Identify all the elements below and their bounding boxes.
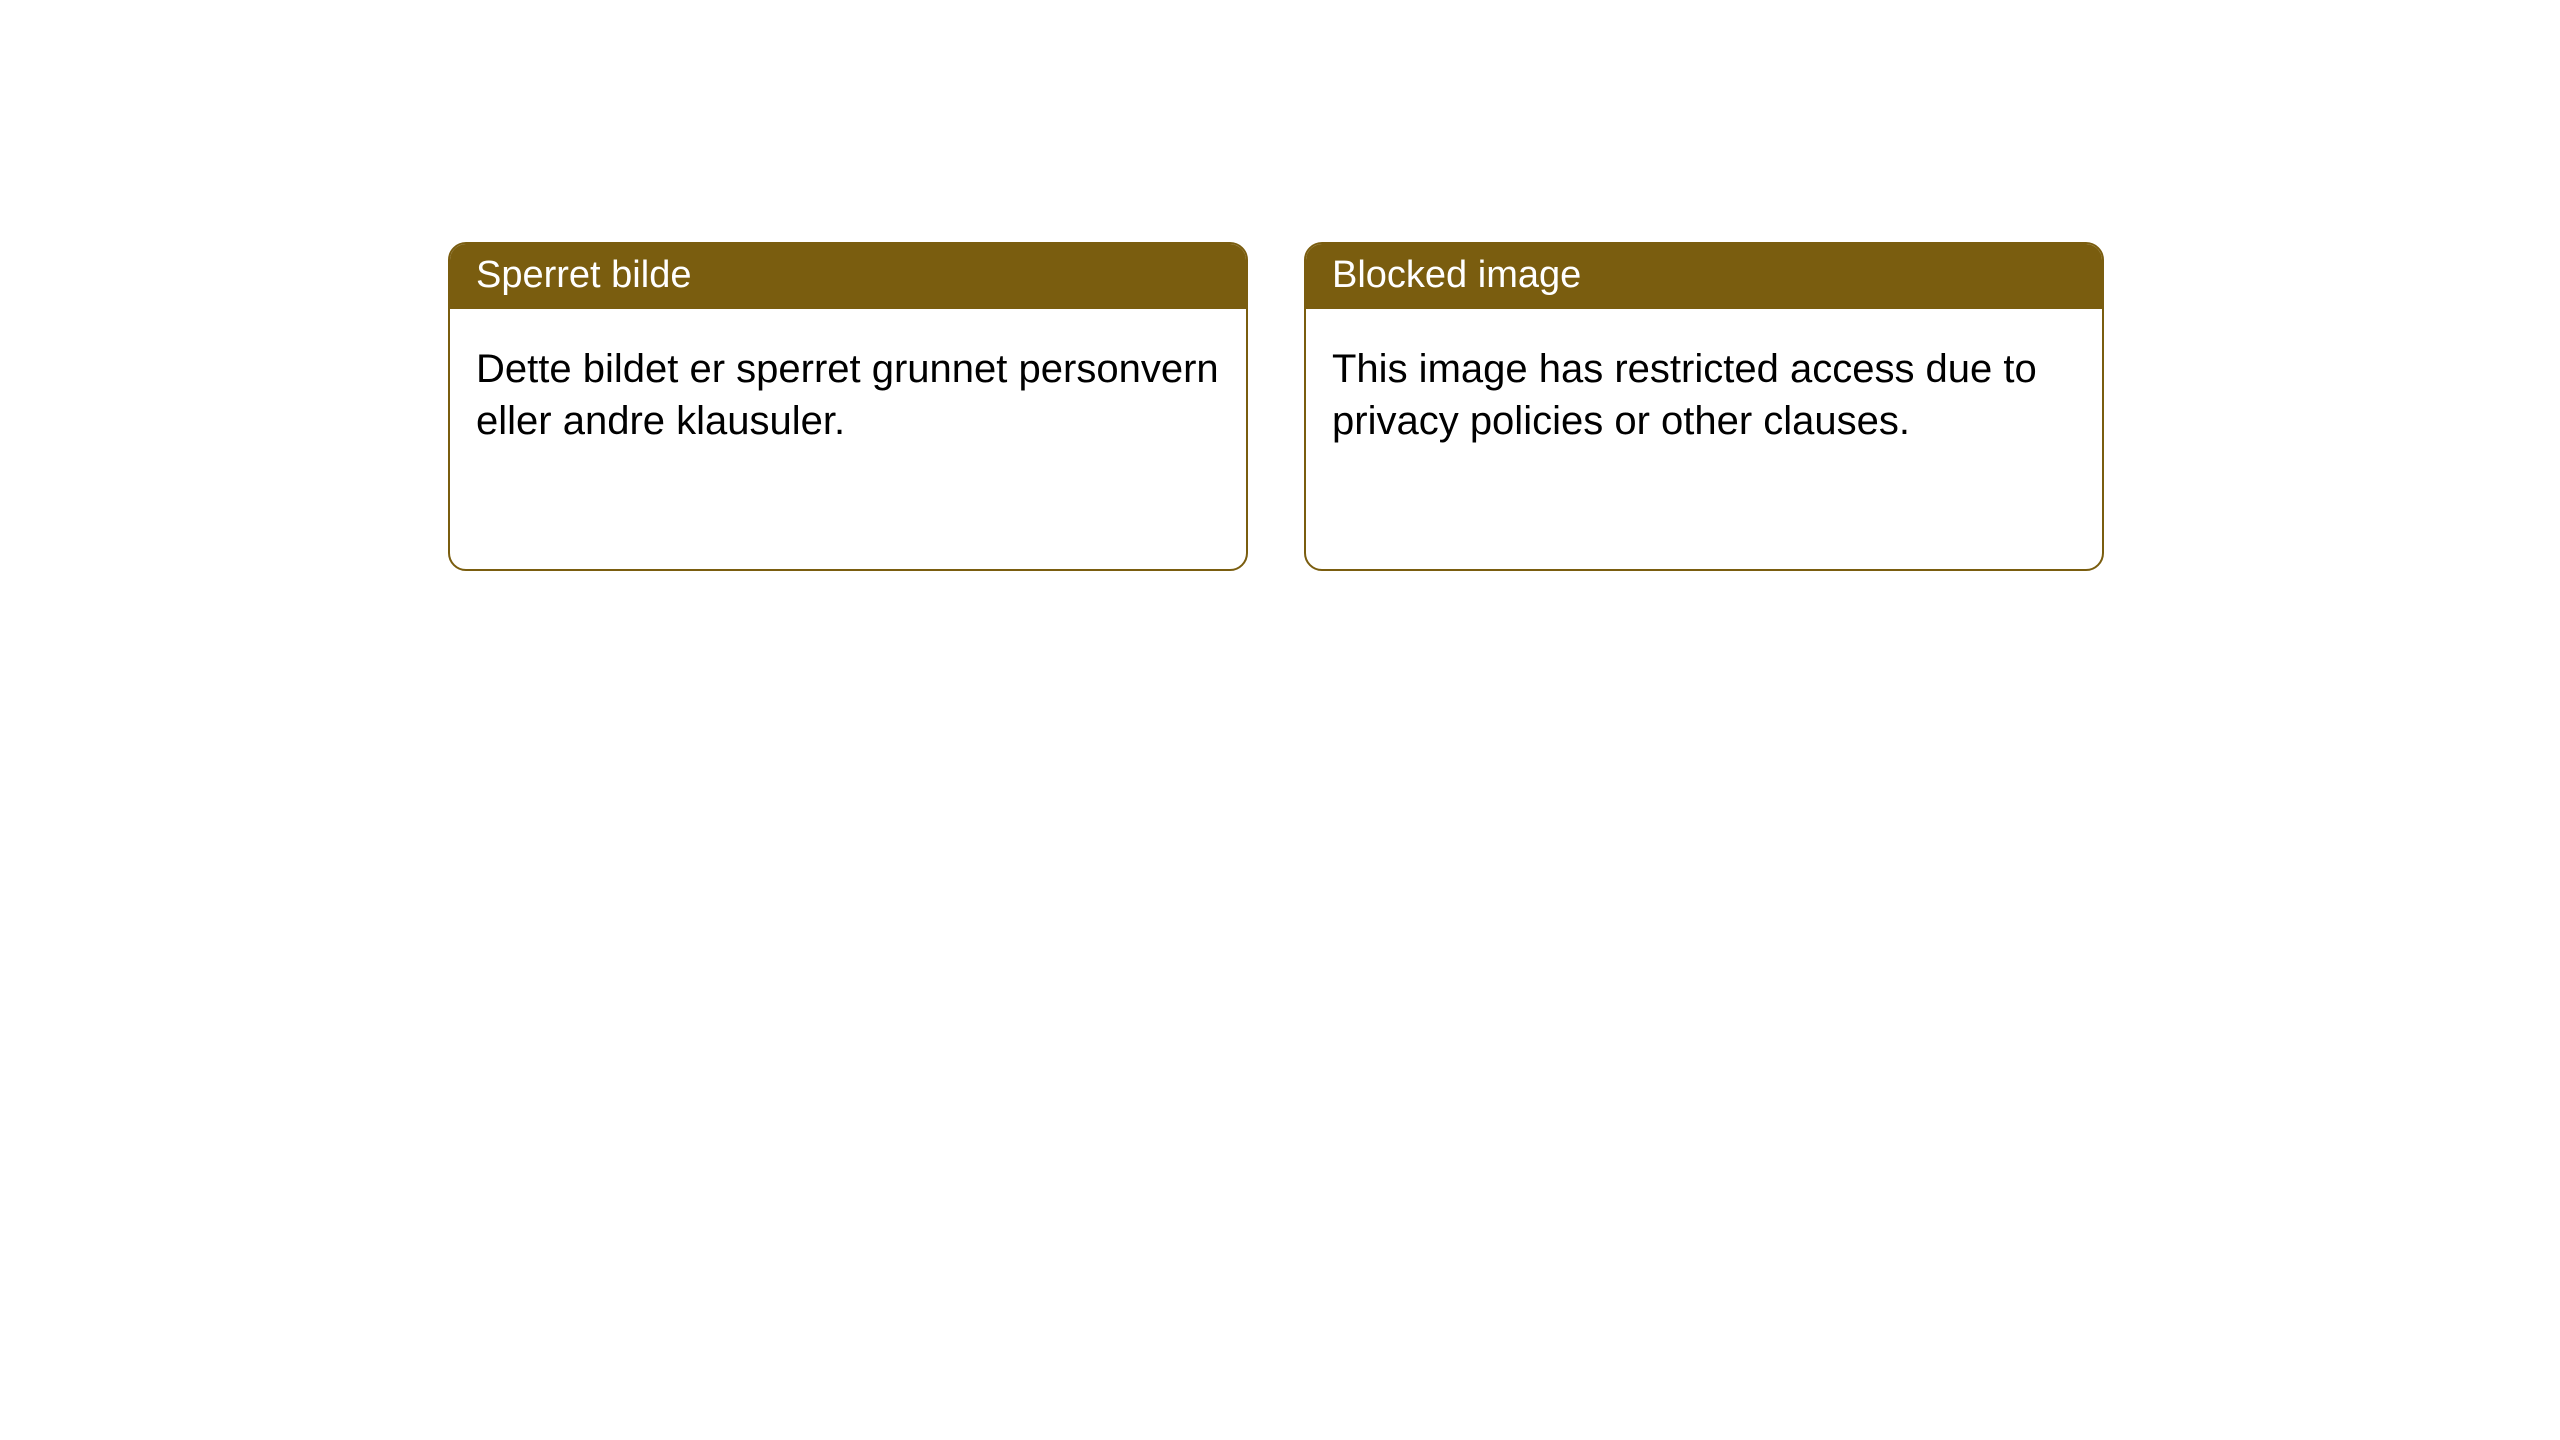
card-header-english: Blocked image	[1306, 244, 2102, 309]
card-norwegian: Sperret bilde Dette bildet er sperret gr…	[448, 242, 1248, 571]
cards-container: Sperret bilde Dette bildet er sperret gr…	[448, 242, 2104, 571]
card-body-english: This image has restricted access due to …	[1306, 309, 2102, 569]
card-title: Blocked image	[1332, 254, 1581, 296]
card-body-norwegian: Dette bildet er sperret grunnet personve…	[450, 309, 1246, 569]
card-english: Blocked image This image has restricted …	[1304, 242, 2104, 571]
card-header-norwegian: Sperret bilde	[450, 244, 1246, 309]
card-body-text: This image has restricted access due to …	[1332, 347, 2037, 443]
card-title: Sperret bilde	[476, 254, 691, 296]
card-body-text: Dette bildet er sperret grunnet personve…	[476, 347, 1219, 443]
